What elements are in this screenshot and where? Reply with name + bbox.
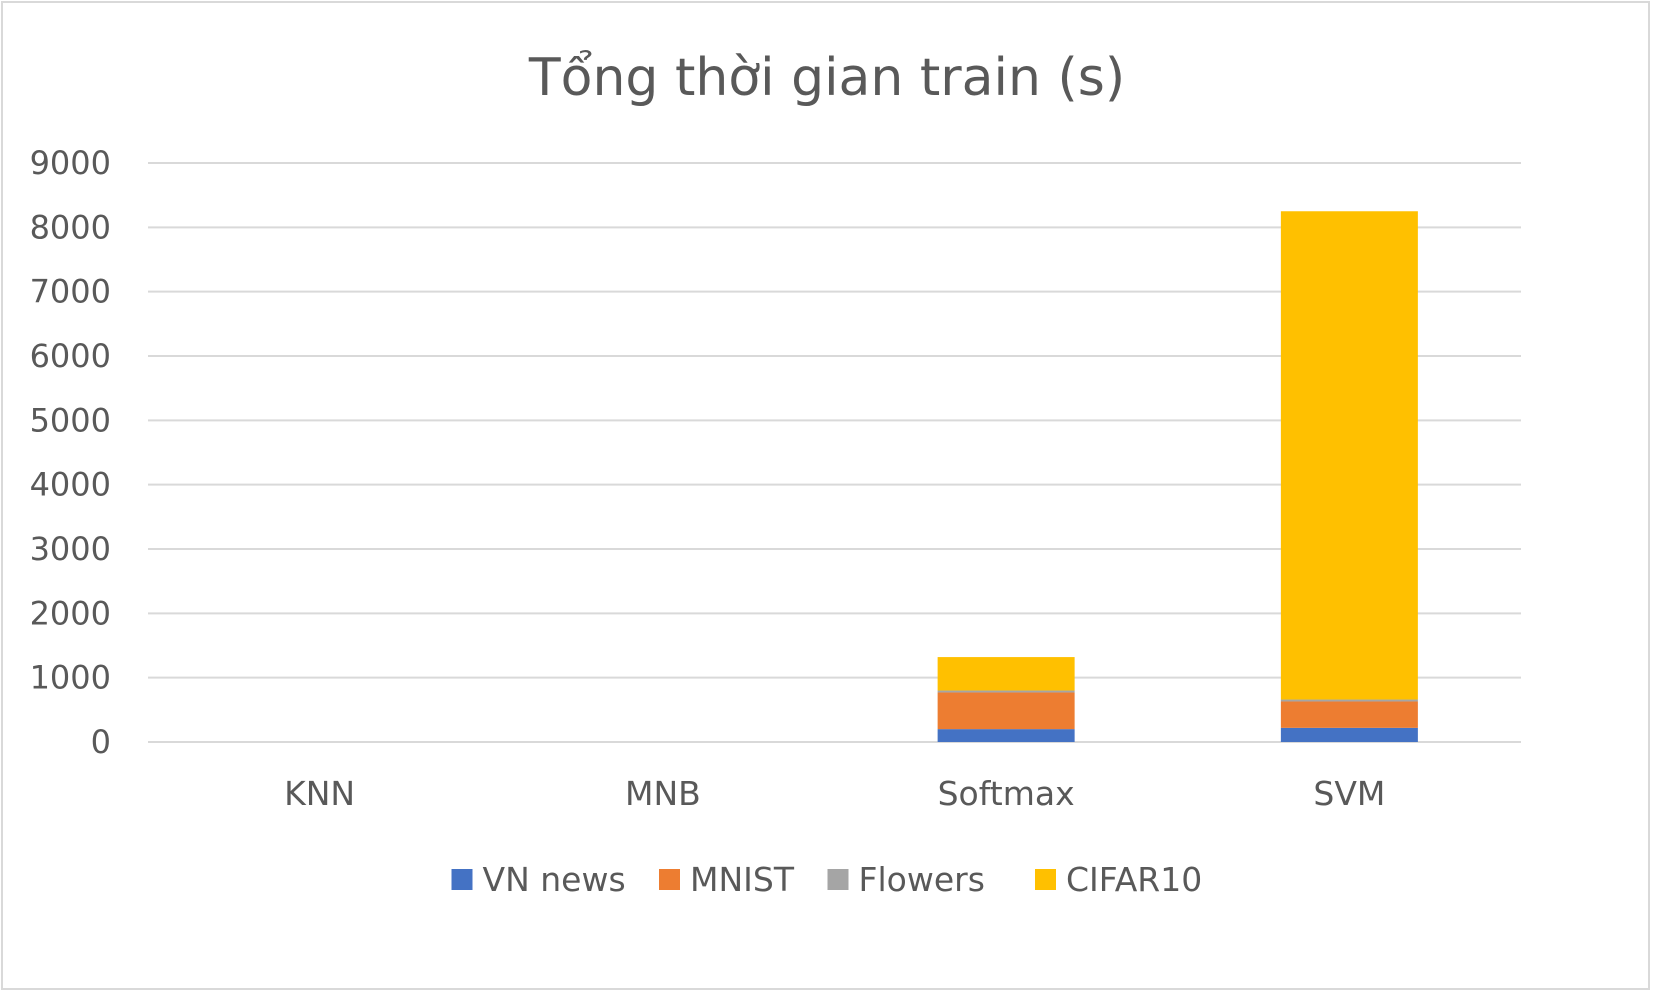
y-tick-label: 1000 xyxy=(30,659,111,697)
legend-swatch xyxy=(1035,869,1056,890)
bar-segment xyxy=(1280,699,1418,702)
y-tick-label: 0 xyxy=(91,723,111,761)
x-category-label: KNN xyxy=(284,774,355,813)
legend-swatch xyxy=(827,869,849,890)
legend: VN news MNIST Flowers CIFAR10 xyxy=(451,860,1202,899)
gridlines xyxy=(148,162,1521,743)
bar-segment xyxy=(937,657,1075,691)
legend-item: VN news xyxy=(451,860,626,899)
y-tick-label: 7000 xyxy=(30,273,111,311)
x-category-label: SVM xyxy=(1313,774,1385,813)
legend-item: CIFAR10 xyxy=(1035,860,1202,899)
stacked-bar-chart: Tổng thời gian train (s) 0 1000 2000 3000 40… xyxy=(30,48,1521,899)
y-tick-label: 6000 xyxy=(30,337,111,375)
bar-segment xyxy=(1280,211,1418,700)
y-tick-label: 2000 xyxy=(30,594,111,632)
legend-label: MNIST xyxy=(690,860,795,899)
y-tick-label: 5000 xyxy=(30,401,111,439)
y-tick-label: 9000 xyxy=(30,144,111,182)
legend-label: Flowers xyxy=(859,860,985,899)
y-tick-label: 8000 xyxy=(30,208,111,246)
bar-segment xyxy=(937,690,1075,693)
legend-label: CIFAR10 xyxy=(1066,860,1202,899)
y-tick-label: 4000 xyxy=(30,466,111,504)
x-axis-labels: KNN MNB Softmax SVM xyxy=(284,774,1385,813)
chart-title: Tổng thời gian train (s) xyxy=(528,48,1125,108)
x-category-label: MNB xyxy=(625,774,701,813)
bar-segment xyxy=(937,729,1075,742)
y-axis-ticks: 0 1000 2000 3000 4000 5000 6000 7000 8000 9000 xyxy=(30,144,111,761)
legend-item: Flowers xyxy=(827,860,985,899)
bars xyxy=(937,211,1418,742)
y-tick-label: 3000 xyxy=(30,530,111,568)
bar-segment xyxy=(937,692,1075,730)
legend-item: MNIST xyxy=(659,860,795,899)
bar-segment xyxy=(1280,727,1418,742)
bar-segment xyxy=(1280,701,1418,728)
legend-swatch xyxy=(451,869,473,890)
legend-swatch xyxy=(659,869,680,890)
legend-label: VN news xyxy=(483,860,626,899)
x-category-label: Softmax xyxy=(938,774,1075,813)
